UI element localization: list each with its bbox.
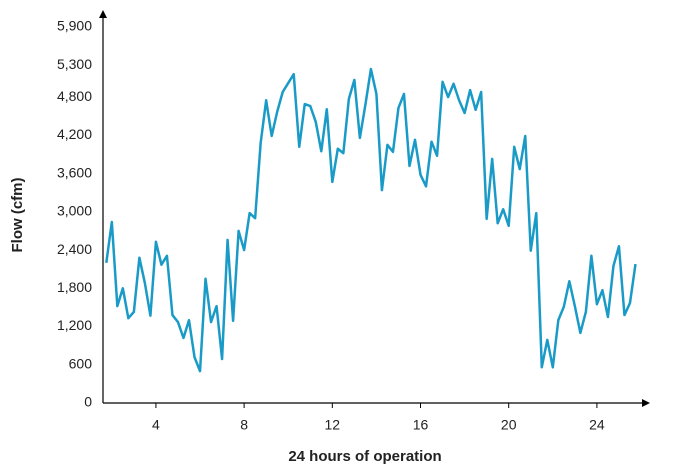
x-tick-label: 8 (240, 417, 248, 433)
y-tick-label: 5,300 (57, 56, 92, 72)
y-tick-label: 1,200 (57, 317, 92, 333)
y-tick-label: 4,200 (57, 126, 92, 142)
x-axis-title: 24 hours of operation (288, 448, 441, 465)
x-tick-label: 16 (413, 417, 429, 433)
y-tick-label: 3,600 (57, 164, 92, 180)
x-tick-label: 4 (152, 417, 160, 433)
x-tick-label: 20 (501, 417, 517, 433)
y-tick-label: 2,400 (57, 241, 92, 257)
y-tick-label: 3,000 (57, 203, 92, 219)
x-tick-label: 12 (325, 417, 341, 433)
data-line (105, 67, 637, 373)
y-tick-label: 4,800 (57, 88, 92, 104)
y-axis-title: Flow (cfm) (9, 178, 26, 253)
y-tick-label: 0 (84, 394, 92, 410)
y-tick-label: 1,800 (57, 279, 92, 295)
x-tick-label: 24 (589, 417, 605, 433)
y-tick-label: 5,900 (57, 18, 92, 34)
y-tick-label: 600 (69, 355, 93, 371)
